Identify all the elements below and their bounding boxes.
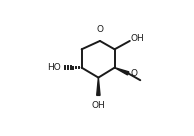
Polygon shape bbox=[97, 78, 100, 95]
Text: O: O bbox=[96, 25, 103, 34]
Text: OH: OH bbox=[131, 34, 145, 43]
Text: O: O bbox=[130, 69, 137, 78]
Polygon shape bbox=[115, 68, 129, 75]
Text: HO: HO bbox=[47, 63, 61, 72]
Text: OH: OH bbox=[92, 101, 105, 110]
